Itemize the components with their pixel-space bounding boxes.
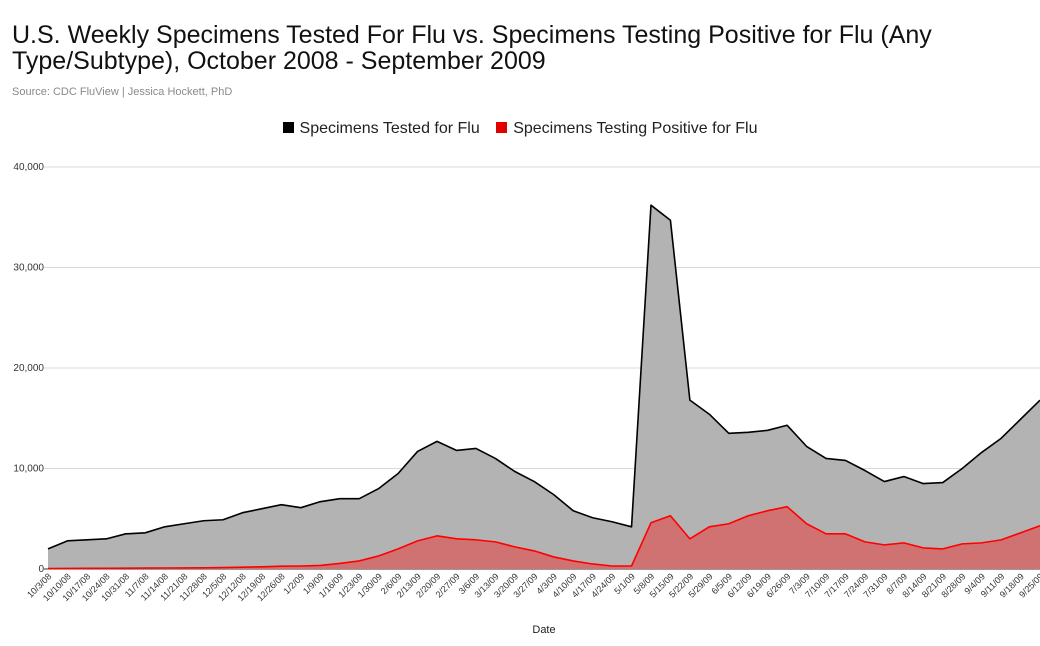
- y-tick-label: 20,000: [13, 363, 44, 374]
- legend-label-positive: Specimens Testing Positive for Flu: [513, 120, 758, 137]
- y-tick-label: 30,000: [13, 263, 44, 274]
- legend: Specimens Tested for Flu Specimens Testi…: [0, 120, 1040, 138]
- chart-subtitle: Source: CDC FluView | Jessica Hockett, P…: [12, 86, 233, 98]
- legend-swatch-positive: [496, 122, 508, 133]
- y-tick-label: 10,000: [13, 464, 44, 475]
- x-tick-label: 5/1/09: [612, 571, 637, 596]
- series-line-1: [47, 505, 1040, 570]
- series-area-1: [48, 506, 1040, 569]
- legend-item-tested: Specimens Tested for Flu: [282, 120, 480, 138]
- series-area-0: [48, 205, 1040, 569]
- legend-label-tested: Specimens Tested for Flu: [299, 120, 480, 137]
- x-tick-label: 1/2/09: [282, 571, 307, 596]
- x-axis-label: Date: [532, 624, 555, 636]
- legend-item-positive: Specimens Testing Positive for Flu: [496, 120, 757, 138]
- chart-title: U.S. Weekly Specimens Tested For Flu vs.…: [12, 21, 932, 75]
- series-line-0: [47, 204, 1040, 550]
- y-tick-label: 0: [38, 564, 44, 575]
- y-tick-label: 40,000: [13, 162, 44, 173]
- legend-swatch-tested: [282, 122, 294, 133]
